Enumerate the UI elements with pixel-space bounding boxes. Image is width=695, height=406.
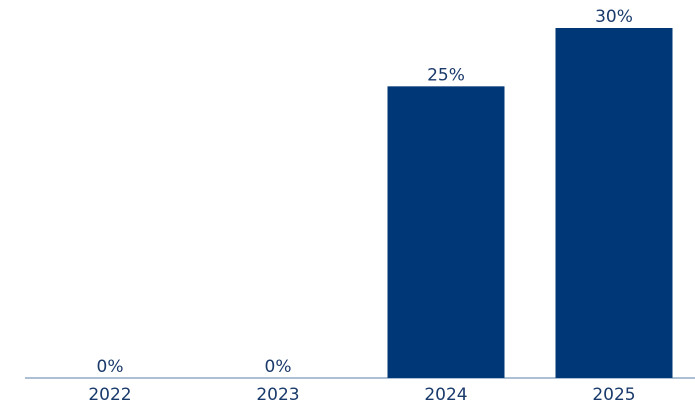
value-label: 25% — [427, 65, 465, 85]
value-label: 0% — [97, 357, 124, 377]
bar — [555, 28, 673, 378]
x-tick-label: 2022 — [88, 385, 131, 405]
x-tick-label: 2023 — [256, 385, 299, 405]
x-tick-label: 2025 — [592, 385, 635, 405]
value-label: 30% — [595, 7, 633, 27]
bar — [387, 86, 505, 378]
x-tick-label: 2024 — [424, 385, 467, 405]
value-label: 0% — [265, 357, 292, 377]
